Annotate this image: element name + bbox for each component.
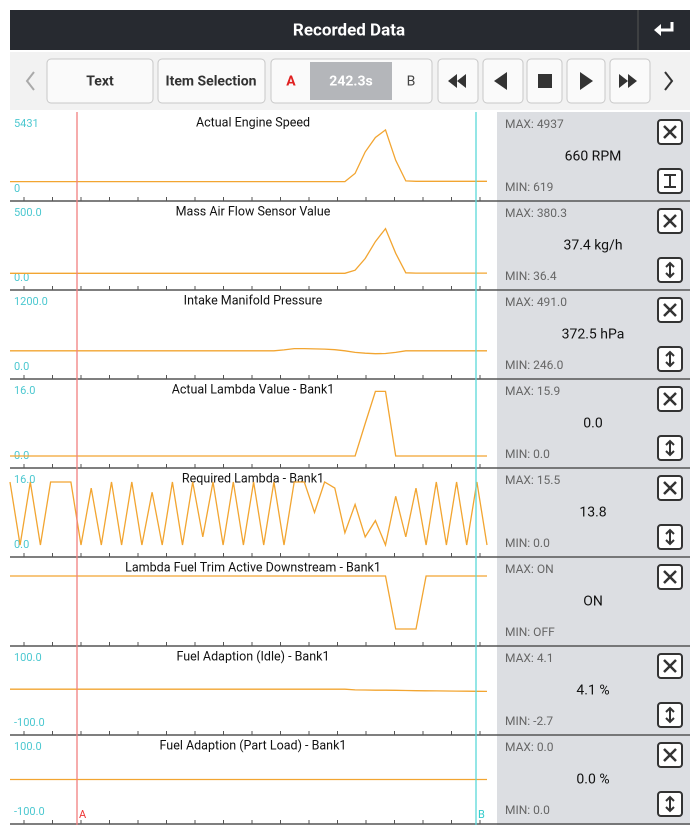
- max-label: MAX: 15.5: [505, 473, 560, 487]
- min-label: MIN: 0.0: [505, 447, 550, 461]
- cursor-b-button[interactable]: B: [407, 74, 416, 90]
- trace: [10, 688, 488, 693]
- scale-label: 16.0: [14, 384, 35, 397]
- scale-button[interactable]: [657, 702, 683, 728]
- current-value: 660 RPM: [565, 149, 622, 165]
- scale-label: 16.0: [14, 473, 35, 486]
- cursor-a-marker: A: [79, 808, 87, 821]
- panel-title: Fuel Adaption (Idle) - Bank1: [177, 649, 330, 664]
- close-icon: [663, 125, 677, 139]
- text-button[interactable]: [46, 58, 154, 104]
- max-label: MAX: ON: [505, 562, 554, 576]
- min-label: MIN: 246.0: [505, 358, 564, 372]
- close-button[interactable]: [657, 386, 683, 412]
- min-label: MIN: 0.0: [505, 803, 550, 817]
- time-value: 242.3s: [329, 74, 372, 90]
- max-label: MAX: 0.0: [505, 740, 554, 754]
- scale-label: 5431: [14, 117, 39, 130]
- panel-title: Required Lambda - Bank1: [182, 471, 324, 486]
- min-label: MIN: 0.0: [505, 536, 550, 550]
- scale-button[interactable]: [657, 257, 683, 283]
- trace: [10, 128, 487, 183]
- max-label: MAX: 15.9: [505, 384, 560, 398]
- scroll-left[interactable]: [25, 71, 35, 91]
- max-label: MAX: 4937: [505, 117, 564, 131]
- trace: [10, 227, 487, 274]
- scale-label: 100.0: [14, 651, 42, 664]
- current-value: 0.0: [583, 416, 603, 432]
- close-icon: [663, 392, 677, 406]
- current-value: 372.5 hPa: [562, 327, 625, 343]
- scale-label: 0.0: [14, 271, 29, 284]
- panel-title: Lambda Fuel Trim Active Downstream - Ban…: [125, 560, 381, 575]
- min-label: MIN: 619: [505, 180, 553, 194]
- min-label: MIN: OFF: [505, 625, 555, 639]
- scale-icon: [665, 706, 675, 724]
- close-icon: [663, 214, 677, 228]
- header-bar: [10, 10, 690, 50]
- scale-icon: [665, 795, 675, 813]
- min-label: MIN: -2.7: [505, 714, 553, 728]
- cursor-b-marker: B: [478, 808, 485, 821]
- scale-icon: [665, 350, 675, 368]
- scale-label: 1200.0: [14, 295, 48, 308]
- cursor-a-button[interactable]: A: [286, 74, 296, 90]
- close-button[interactable]: [657, 475, 683, 501]
- back-button[interactable]: [654, 22, 674, 36]
- scale-icon: [665, 439, 675, 457]
- close-icon: [663, 570, 677, 584]
- close-button[interactable]: [657, 653, 683, 679]
- current-value: 0.0 %: [576, 772, 609, 788]
- scale-label: 500.0: [14, 206, 42, 219]
- scale-button[interactable]: [657, 435, 683, 461]
- item-selection-label: Item Selection: [166, 74, 257, 90]
- scale-button[interactable]: [657, 346, 683, 372]
- scale-label: 0.0: [14, 538, 29, 551]
- scale-label: 0: [14, 182, 20, 195]
- scale-button[interactable]: [657, 524, 683, 550]
- scale-label: 0.0: [14, 360, 29, 373]
- trace: [10, 347, 487, 355]
- time-display: [310, 62, 392, 100]
- current-value: 37.4 kg/h: [563, 238, 622, 254]
- scale-button[interactable]: [657, 791, 683, 817]
- close-button[interactable]: [657, 742, 683, 768]
- close-button[interactable]: [657, 564, 683, 590]
- scale-label: 100.0: [14, 740, 42, 753]
- close-button[interactable]: [657, 208, 683, 234]
- current-value: 4.1 %: [576, 683, 609, 699]
- close-icon: [663, 659, 677, 673]
- close-icon: [663, 748, 677, 762]
- scroll-right[interactable]: [664, 71, 674, 91]
- panel-title: Actual Lambda Value - Bank1: [172, 382, 335, 397]
- scale-icon: [665, 528, 675, 546]
- scale-label: -100.0: [14, 805, 45, 818]
- min-label: MIN: 36.4: [505, 269, 557, 283]
- scale-label: -100.0: [14, 716, 45, 729]
- panel-title: Intake Manifold Pressure: [184, 293, 323, 308]
- panel-title: Mass Air Flow Sensor Value: [176, 204, 331, 219]
- panel-title: Fuel Adaption (Part Load) - Bank1: [160, 738, 347, 753]
- close-button[interactable]: [657, 297, 683, 323]
- item-selection-button[interactable]: [157, 58, 266, 104]
- scale-icon: [664, 174, 676, 188]
- close-icon: [663, 303, 677, 317]
- scale-button[interactable]: [657, 168, 683, 194]
- trace: [9, 481, 488, 548]
- text-button-label: Text: [86, 74, 114, 90]
- scale-icon: [665, 261, 675, 279]
- max-label: MAX: 491.0: [505, 295, 567, 309]
- close-icon: [663, 481, 677, 495]
- max-label: MAX: 380.3: [505, 206, 567, 220]
- current-value: ON: [583, 594, 603, 610]
- max-label: MAX: 4.1: [505, 651, 553, 665]
- current-value: 13.8: [579, 505, 606, 521]
- close-button[interactable]: [657, 119, 683, 145]
- header-title: Recorded Data: [293, 20, 405, 40]
- trace: [10, 575, 487, 630]
- panel-title: Actual Engine Speed: [196, 115, 310, 130]
- trace: [10, 390, 487, 457]
